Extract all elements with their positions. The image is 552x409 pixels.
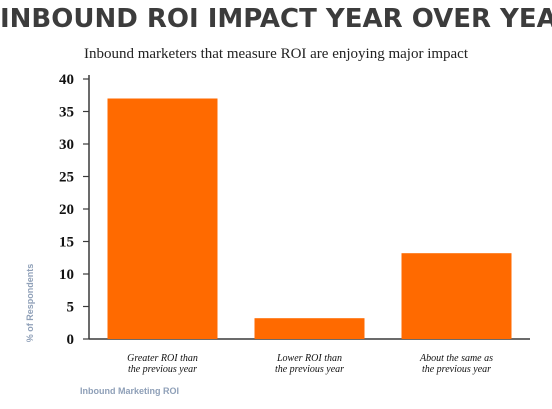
- bar: [107, 98, 218, 339]
- x-axis-title: Inbound Marketing ROI: [80, 386, 179, 396]
- x-category-label-line: the previous year: [128, 364, 197, 375]
- y-tick-label: 5: [67, 300, 75, 316]
- y-tick-label: 30: [59, 137, 74, 153]
- y-axis-title: % of Respondents: [25, 264, 35, 343]
- x-category-label-line: About the same as: [419, 353, 493, 364]
- y-tick-label: 10: [59, 267, 74, 283]
- x-category-label-line: Lower ROI than: [276, 353, 342, 364]
- y-tick-label: 25: [59, 170, 74, 186]
- y-tick-label: 35: [59, 105, 74, 121]
- y-tick-label: 15: [59, 235, 74, 251]
- chart-title: INBOUND ROI IMPACT YEAR OVER YEAR: [0, 4, 552, 34]
- x-category-label-line: the previous year: [275, 364, 344, 375]
- x-category-label-line: Greater ROI than: [127, 353, 198, 364]
- y-tick-label: 20: [59, 202, 74, 218]
- bar: [401, 253, 512, 339]
- x-category-label: About the same as the previous year: [419, 353, 493, 375]
- x-category-label-line: the previous year: [422, 364, 491, 375]
- x-category-label: Greater ROI than the previous year: [127, 353, 198, 375]
- y-tick-label: 0: [67, 332, 75, 348]
- y-tick-label: 40: [59, 72, 74, 88]
- chart-subtitle: Inbound marketers that measure ROI are e…: [83, 46, 469, 62]
- x-category-label: Lower ROI than the previous year: [275, 353, 344, 375]
- bar: [254, 318, 365, 339]
